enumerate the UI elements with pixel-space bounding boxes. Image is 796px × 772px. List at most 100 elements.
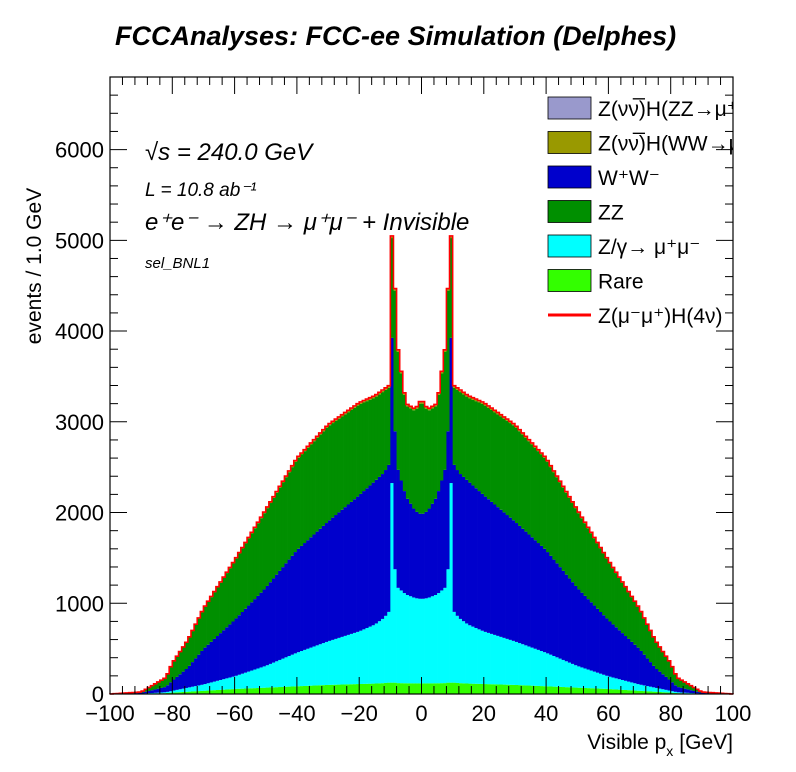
bar-0-bin-90: [390, 682, 394, 694]
bar-3-bin-164: [620, 582, 625, 634]
bar-4-bin-121: [486, 406, 491, 408]
x-tick-label: 40: [534, 701, 558, 726]
bar-4-bin-143: [555, 476, 559, 478]
bar-1-bin-170: [639, 684, 644, 691]
bar-0-bin-176: [658, 692, 662, 694]
x-tick-label: −100: [85, 701, 135, 726]
bar-1-bin-131: [518, 643, 522, 686]
bar-2-bin-75: [343, 507, 348, 636]
legend-swatch: [547, 165, 592, 189]
bar-2-bin-60: [296, 548, 301, 653]
bar-3-bin-15: [156, 682, 161, 689]
bar-3-bin-167: [630, 597, 634, 642]
bar-1-bin-123: [493, 634, 497, 685]
bar-1-bin-138: [539, 651, 544, 687]
bar-2-bin-141: [549, 555, 553, 655]
bar-0-bin-82: [365, 683, 369, 694]
bar-3-bin-92: [396, 351, 401, 470]
bar-1-bin-98: [415, 598, 419, 684]
bar-0-bin-99: [418, 683, 422, 694]
bar-1-bin-80: [359, 630, 363, 684]
bar-2-bin-149: [574, 585, 578, 666]
bar-1-bin-114: [465, 623, 469, 684]
bar-0-bin-32: [209, 690, 214, 694]
y-tick-label: 2000: [55, 501, 104, 526]
bar-1-bin-23: [181, 688, 186, 693]
bar-0-bin-171: [642, 691, 647, 694]
bar-3-bin-187: [692, 687, 696, 691]
bar-2-bin-99: [418, 513, 422, 599]
bar-2-bin-155: [592, 605, 597, 672]
bar-3-bin-179: [667, 661, 672, 680]
bar-3-bin-43: [243, 543, 248, 609]
bar-1-bin-18: [166, 691, 170, 693]
bar-1-bin-173: [648, 686, 653, 692]
bar-3-bin-150: [577, 513, 581, 590]
bar-1-bin-109: [449, 483, 453, 683]
bar-4-bin-94: [402, 393, 407, 395]
bar-0-bin-45: [250, 688, 254, 694]
bar-0-bin-146: [564, 687, 569, 694]
bar-0-bin-141: [549, 686, 553, 694]
bar-1-bin-46: [253, 669, 257, 689]
bar-1-bin-105: [437, 593, 441, 684]
bar-0-bin-157: [599, 688, 603, 694]
bar-1-bin-45: [250, 670, 254, 689]
bar-2-bin-173: [648, 662, 653, 687]
bar-0-bin-60: [296, 686, 301, 694]
signal-line-outline: [109, 235, 734, 695]
bar-2-bin-119: [480, 493, 485, 631]
bar-3-bin-149: [574, 508, 578, 586]
legend: Z(νν̅)H(ZZ→μ⁺μ⁻ν⁺ν⁻) Z(νν̅)H(WW→μ⁺νμ⁻ν) W⁺…: [547, 96, 796, 328]
bar-0-bin-75: [343, 684, 348, 694]
bar-1-bin-166: [627, 681, 631, 691]
bar-0-bin-111: [455, 682, 460, 694]
legend-label: W⁺W⁻: [598, 167, 660, 190]
y-tick-label: 4000: [55, 319, 104, 344]
bar-2-bin-24: [184, 669, 189, 688]
bar-1-bin-21: [175, 689, 179, 693]
bar-2-bin-52: [271, 578, 276, 663]
bar-2-bin-121: [486, 499, 491, 633]
bar-1-bin-139: [542, 652, 547, 687]
bar-1-bin-47: [256, 668, 260, 688]
bar-1-bin-147: [567, 662, 572, 688]
bar-0-bin-170: [639, 690, 644, 694]
bar-3-bin-103: [430, 408, 435, 504]
bar-0-bin-169: [636, 690, 640, 694]
legend-swatch: [547, 269, 592, 292]
bar-3-bin-147: [567, 497, 572, 579]
bar-0-bin-78: [352, 684, 357, 694]
bar-0-bin-98: [415, 683, 419, 694]
bar-3-bin-20: [172, 661, 176, 680]
bar-0-bin-136: [533, 685, 538, 694]
bar-0-bin-51: [268, 687, 273, 694]
bar-0-bin-96: [409, 683, 413, 694]
bar-2-bin-129: [511, 520, 516, 641]
bar-1-bin-51: [268, 663, 273, 688]
bar-1-bin-75: [343, 635, 348, 685]
bar-3-bin-19: [169, 667, 173, 683]
bar-1-bin-181: [673, 691, 678, 693]
bar-3-bin-177: [661, 652, 665, 675]
bar-2-bin-191: [704, 693, 709, 694]
bar-1-bin-140: [546, 653, 550, 687]
bar-0-bin-74: [340, 684, 344, 694]
bar-3-bin-126: [502, 418, 506, 513]
bar-1-bin-37: [225, 678, 229, 690]
bar-4-bin-112: [458, 390, 463, 393]
bar-3-bin-11: [144, 689, 148, 692]
bar-2-bin-188: [695, 691, 700, 694]
bar-2-bin-45: [250, 602, 254, 671]
bar-4-bin-77: [349, 408, 354, 410]
bar-2-bin-91: [393, 431, 397, 570]
bar-2-bin-9: [138, 692, 142, 694]
bar-4-bin-55: [281, 481, 285, 483]
bar-2-bin-10: [141, 692, 145, 694]
legend-label: Z(νν̅)H(ZZ→μ⁺μ⁻ν⁺ν⁻): [598, 98, 796, 121]
bar-2-bin-87: [381, 474, 385, 619]
bar-1-bin-161: [611, 677, 615, 690]
bar-2-bin-156: [595, 608, 600, 673]
bar-2-bin-58: [290, 555, 295, 655]
bar-2-bin-85: [374, 479, 379, 624]
